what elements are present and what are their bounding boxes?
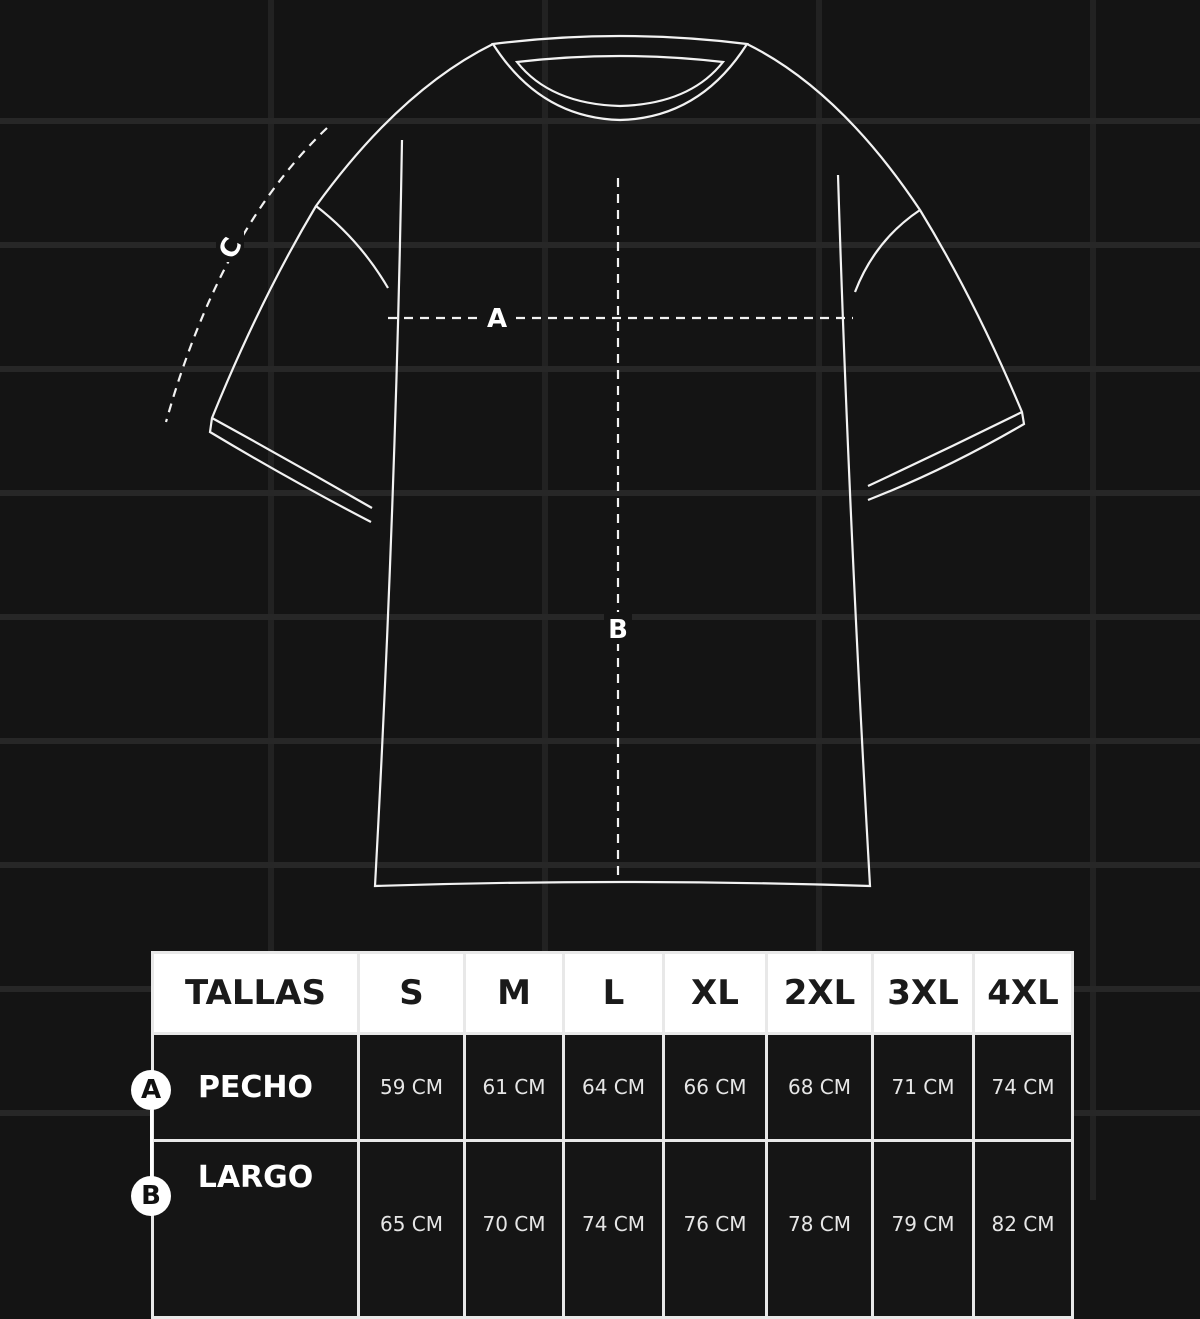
badge-b: B — [131, 1176, 171, 1216]
cell: 65 CM — [357, 1139, 466, 1319]
tshirt-left-sleeve — [208, 43, 494, 523]
chest-label: A — [487, 304, 507, 334]
tshirt-diagram: A B C — [164, 34, 1026, 888]
cell: 68 CM — [765, 1032, 874, 1142]
size-2xl: 2XL — [765, 951, 874, 1035]
cell: 82 CM — [972, 1139, 1074, 1319]
cell: 79 CM — [871, 1139, 975, 1319]
size-3xl: 3XL — [871, 951, 975, 1035]
tshirt-collar — [491, 34, 749, 122]
tshirt-right-sleeve — [746, 43, 1026, 502]
cell: 74 CM — [562, 1139, 665, 1319]
cell: 61 CM — [463, 1032, 565, 1142]
header-tallas: TALLAS — [151, 951, 360, 1035]
size-s: S — [357, 951, 466, 1035]
cell: 74 CM — [972, 1032, 1074, 1142]
cell: 78 CM — [765, 1139, 874, 1319]
sleeve-measure-arc — [164, 127, 328, 423]
badge-connector-line — [150, 1110, 153, 1190]
cell: 59 CM — [357, 1032, 466, 1142]
row-label-pecho: PECHO — [151, 1032, 360, 1142]
cell: 76 CM — [662, 1139, 768, 1319]
tshirt-body — [373, 139, 872, 888]
size-4xl: 4XL — [972, 951, 1074, 1035]
size-header-row: TALLAS S M L XL 2XL 3XL 4XL — [151, 951, 1074, 1035]
row-label-largo: LARGO — [151, 1139, 360, 1319]
badge-a: A — [131, 1070, 171, 1110]
cell: 66 CM — [662, 1032, 768, 1142]
size-m: M — [463, 951, 565, 1035]
size-chart-table: TALLAS S M L XL 2XL 3XL 4XL PECHO 59 CM … — [151, 951, 1074, 1319]
size-xl: XL — [662, 951, 768, 1035]
cell: 71 CM — [871, 1032, 975, 1142]
cell: 64 CM — [562, 1032, 665, 1142]
tshirt-collar-inner — [514, 54, 726, 108]
table-row-largo: LARGO 65 CM 70 CM 74 CM 76 CM 78 CM 79 C… — [151, 1139, 1074, 1319]
table-row-pecho: PECHO 59 CM 61 CM 64 CM 66 CM 68 CM 71 C… — [151, 1032, 1074, 1142]
length-label: B — [608, 615, 628, 645]
size-l: L — [562, 951, 665, 1035]
cell: 70 CM — [463, 1139, 565, 1319]
